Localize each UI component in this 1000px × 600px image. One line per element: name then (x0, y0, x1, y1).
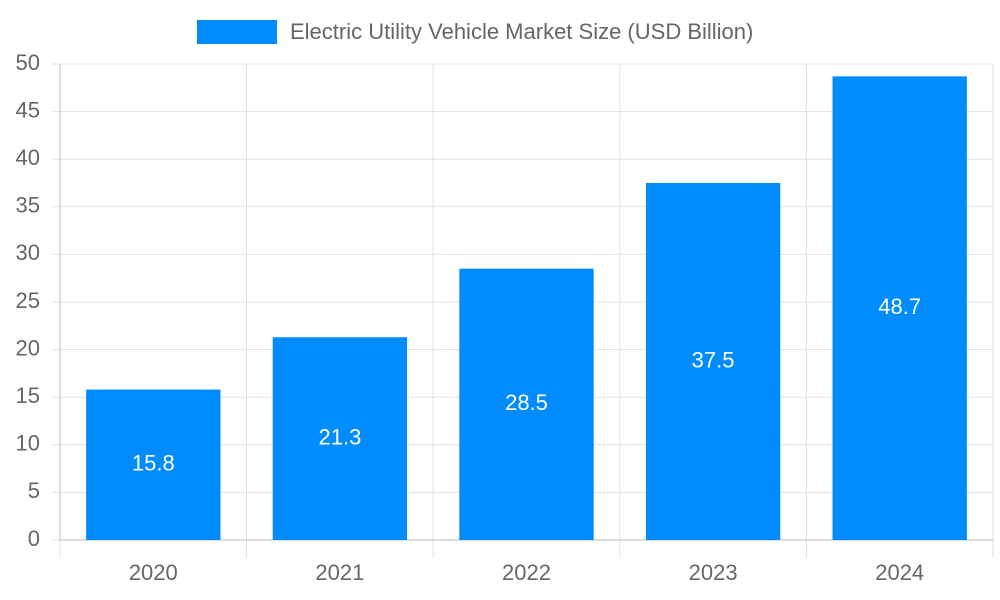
legend-label: Electric Utility Vehicle Market Size (US… (290, 19, 753, 44)
x-tick-label: 2020 (129, 560, 178, 585)
y-tick-label: 50 (16, 50, 40, 75)
data-label: 21.3 (318, 424, 361, 449)
data-label: 48.7 (878, 294, 921, 319)
bar (645, 183, 781, 540)
x-tick-label: 2023 (689, 560, 738, 585)
data-label: 15.8 (132, 451, 175, 476)
y-tick-label: 15 (16, 383, 40, 408)
data-label: 37.5 (692, 347, 735, 372)
y-tick-label: 45 (16, 97, 40, 122)
y-tick-label: 35 (16, 193, 40, 218)
y-tick-label: 10 (16, 431, 40, 456)
bar (86, 389, 221, 540)
x-tick-label: 2022 (502, 560, 551, 585)
x-tick-label: 2021 (315, 560, 364, 585)
y-tick-label: 25 (16, 288, 40, 313)
bar (272, 337, 408, 540)
data-label: 28.5 (505, 390, 548, 415)
y-tick-label: 20 (16, 335, 40, 360)
x-tick-label: 2024 (875, 560, 924, 585)
bar (459, 268, 594, 540)
y-tick-label: 0 (28, 526, 40, 551)
y-tick-label: 40 (16, 145, 40, 170)
bar (832, 76, 967, 540)
y-tick-label: 5 (28, 478, 40, 503)
y-tick-label: 30 (16, 240, 40, 265)
legend-swatch (197, 20, 277, 44)
